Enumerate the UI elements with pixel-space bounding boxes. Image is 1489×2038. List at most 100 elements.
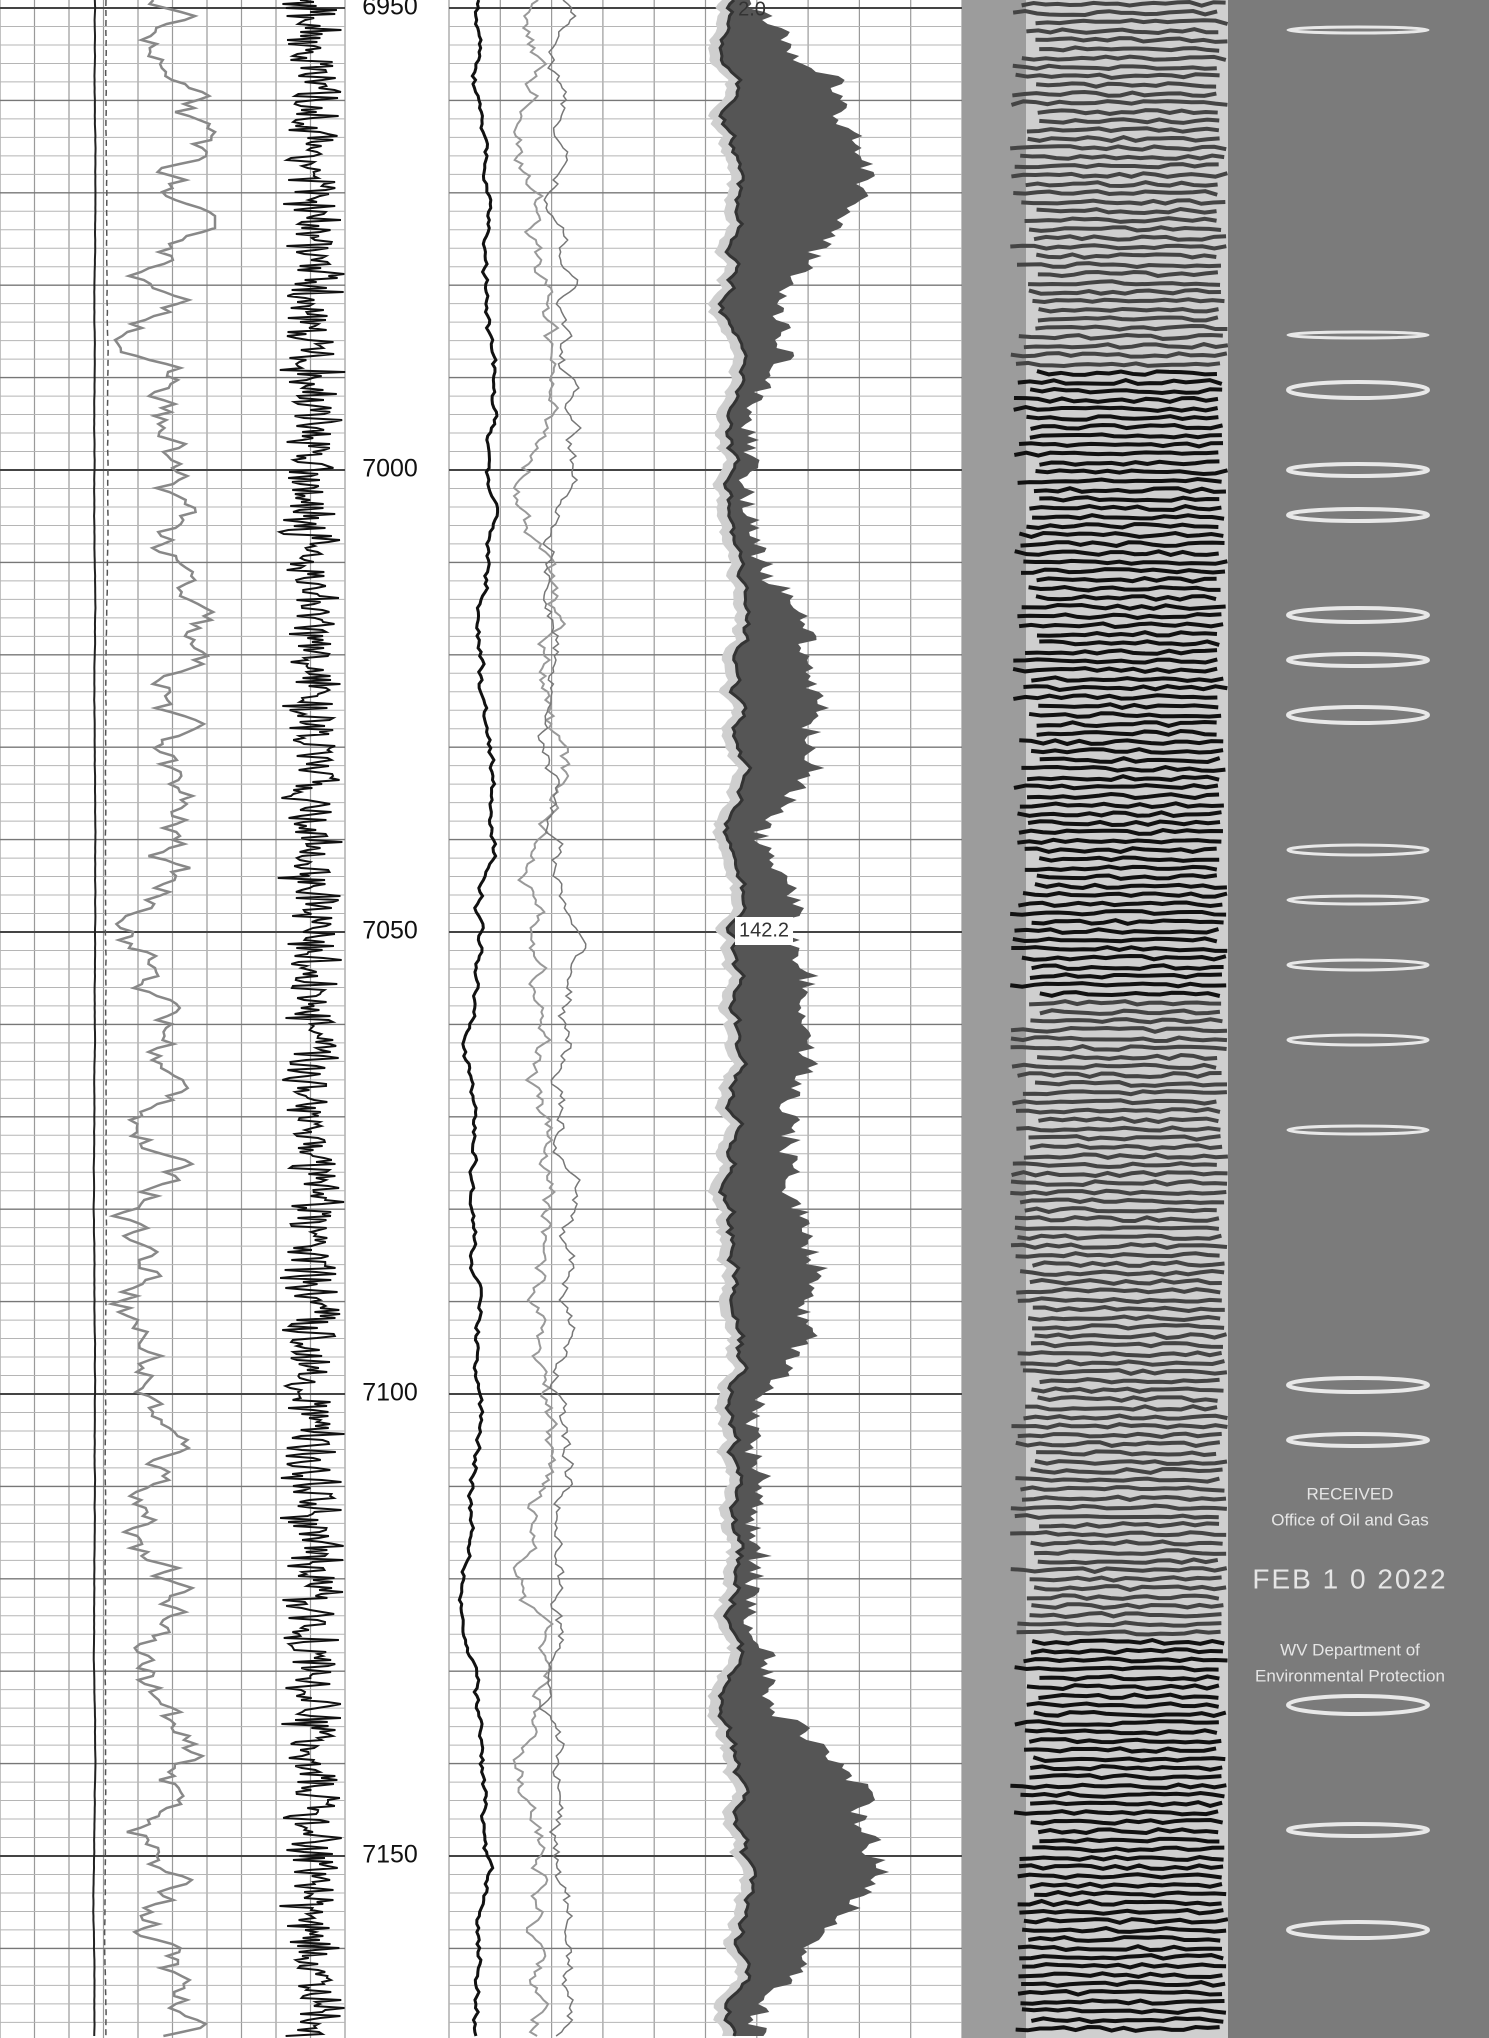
bright-band: [1286, 1920, 1430, 1940]
stripe: [1028, 279, 1221, 287]
stripe: [1009, 909, 1227, 917]
stripe: [1037, 269, 1219, 279]
stripe: [1019, 738, 1224, 747]
stripe: [1017, 1233, 1222, 1241]
stripe: [1034, 1332, 1228, 1340]
stripe: [1030, 1647, 1223, 1656]
stripe: [1010, 1044, 1227, 1052]
stripe: [1022, 1962, 1227, 1970]
bright-band: [1286, 1822, 1430, 1838]
stripe: [1026, 126, 1220, 134]
stripe: [1015, 1106, 1221, 1115]
curve-label: 142.2: [739, 919, 789, 941]
stripe: [1017, 1071, 1222, 1079]
bright-band: [1286, 1694, 1430, 1716]
stripe: [1033, 234, 1227, 242]
stripe: [1017, 1872, 1222, 1880]
stripe: [1020, 1998, 1225, 2006]
stripe: [1039, 459, 1220, 467]
stripe: [1012, 9, 1218, 17]
stripe: [1035, 324, 1228, 332]
stripe: [1019, 1854, 1224, 1862]
stripe: [1021, 954, 1227, 962]
stripe: [1039, 1836, 1220, 1844]
stripe: [1029, 503, 1222, 512]
bright-band: [1286, 843, 1430, 857]
stripe: [1011, 1422, 1228, 1430]
log-curve: [512, 0, 571, 2037]
stripe: [1011, 171, 1228, 179]
stripe: [1031, 963, 1224, 971]
log-curve: [717, 0, 758, 2037]
stripe: [1022, 891, 1228, 899]
stripe: [1029, 999, 1222, 1007]
stripe: [1017, 377, 1223, 386]
stripe: [1039, 45, 1220, 53]
stripe: [1021, 1980, 1226, 1988]
stripe: [1030, 1800, 1223, 1808]
stripe: [1038, 702, 1219, 710]
bright-band: [1286, 1432, 1430, 1448]
stripe: [1031, 1602, 1224, 1610]
stripe: [1018, 441, 1224, 449]
stripe: [1021, 1926, 1227, 1934]
stripe: [1024, 846, 1217, 855]
stripe: [1030, 747, 1224, 755]
stripe: [1029, 1610, 1222, 1620]
stripe: [1036, 873, 1218, 881]
dark-fill: [719, 0, 890, 2036]
stripe: [1010, 1025, 1228, 1034]
stripe: [1028, 1737, 1222, 1745]
stripe: [1038, 306, 1219, 314]
stripe: [1029, 1278, 1222, 1286]
stripe: [1023, 558, 1228, 566]
curve-label: 2.0: [738, 0, 766, 20]
stripe: [1039, 1521, 1220, 1529]
stripe: [1024, 648, 1218, 656]
stripe: [1019, 1197, 1225, 1205]
bright-band: [1286, 380, 1430, 400]
stripe: [1027, 1314, 1221, 1322]
stripe: [1010, 351, 1228, 359]
stripe: [1018, 621, 1224, 630]
stripe: [1036, 1053, 1218, 1062]
depth-label: 7100: [362, 1379, 418, 1407]
stripe: [1010, 144, 1227, 152]
stripe: [1029, 1575, 1222, 1583]
stripe: [1024, 1206, 1217, 1215]
stripe: [1033, 1584, 1227, 1592]
stripe: [1014, 1225, 1220, 1231]
stripe: [1037, 315, 1219, 323]
stripe: [1012, 1161, 1217, 1169]
log-curve: [106, 0, 217, 2038]
stripe: [1035, 18, 1229, 26]
log-curve: [92, 0, 97, 2037]
stripe: [1018, 530, 1224, 539]
stripe: [1036, 206, 1217, 216]
stripe: [1009, 981, 1227, 989]
stripe: [1035, 36, 1228, 44]
stripe: [1030, 1341, 1223, 1349]
stripe: [1014, 1513, 1219, 1520]
stripe: [1010, 99, 1228, 107]
stripe: [1027, 819, 1221, 827]
stripe: [1010, 1782, 1227, 1790]
stripe: [1030, 1467, 1223, 1475]
stripe: [1018, 900, 1223, 908]
stripe: [1017, 1944, 1223, 1952]
stripe: [1019, 1953, 1224, 1961]
stripe: [1030, 1017, 1223, 1025]
stripe: [1018, 1971, 1223, 1979]
stripe: [1010, 1242, 1228, 1250]
stripe: [1013, 405, 1219, 413]
stripe: [1017, 476, 1222, 485]
log-curve: [537, 0, 587, 2037]
stripe: [1036, 369, 1218, 377]
stripe: [1023, 1413, 1228, 1421]
stripe: [1032, 1755, 1226, 1764]
stripe: [1039, 639, 1220, 647]
stripe: [1026, 1683, 1220, 1692]
stripe: [1036, 720, 1217, 729]
stripe: [1012, 90, 1217, 98]
